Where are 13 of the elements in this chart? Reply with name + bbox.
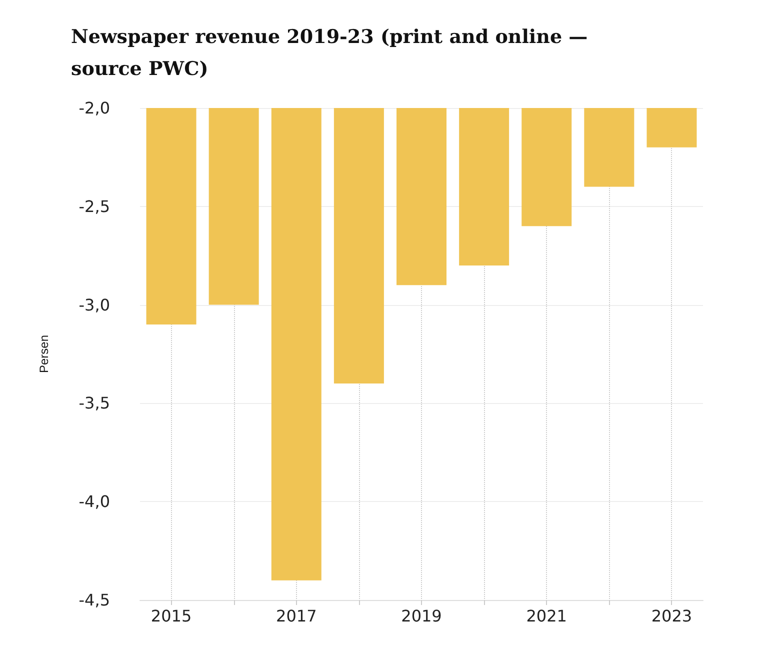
y-tick-label: -3,0: [78, 295, 110, 314]
y-tick-label: -2,5: [78, 196, 110, 216]
x-tick-label: 2021: [526, 606, 567, 626]
x-tick-label: 2017: [276, 606, 317, 626]
x-tick-label: 2023: [651, 606, 692, 626]
y-tick-label: -3,5: [78, 394, 110, 413]
y-tick-label: -2,0: [78, 98, 110, 118]
chart-title: Newspaper revenue 2019-23 (print and online — source PWC): [71, 26, 588, 80]
y-tick-label: -4,5: [78, 590, 110, 610]
x-tick-label: 2019: [401, 606, 442, 626]
y-tick-label: -4,0: [78, 492, 110, 512]
y-axis-title: Persen: [37, 334, 51, 374]
x-tick-label: 2015: [150, 606, 192, 626]
